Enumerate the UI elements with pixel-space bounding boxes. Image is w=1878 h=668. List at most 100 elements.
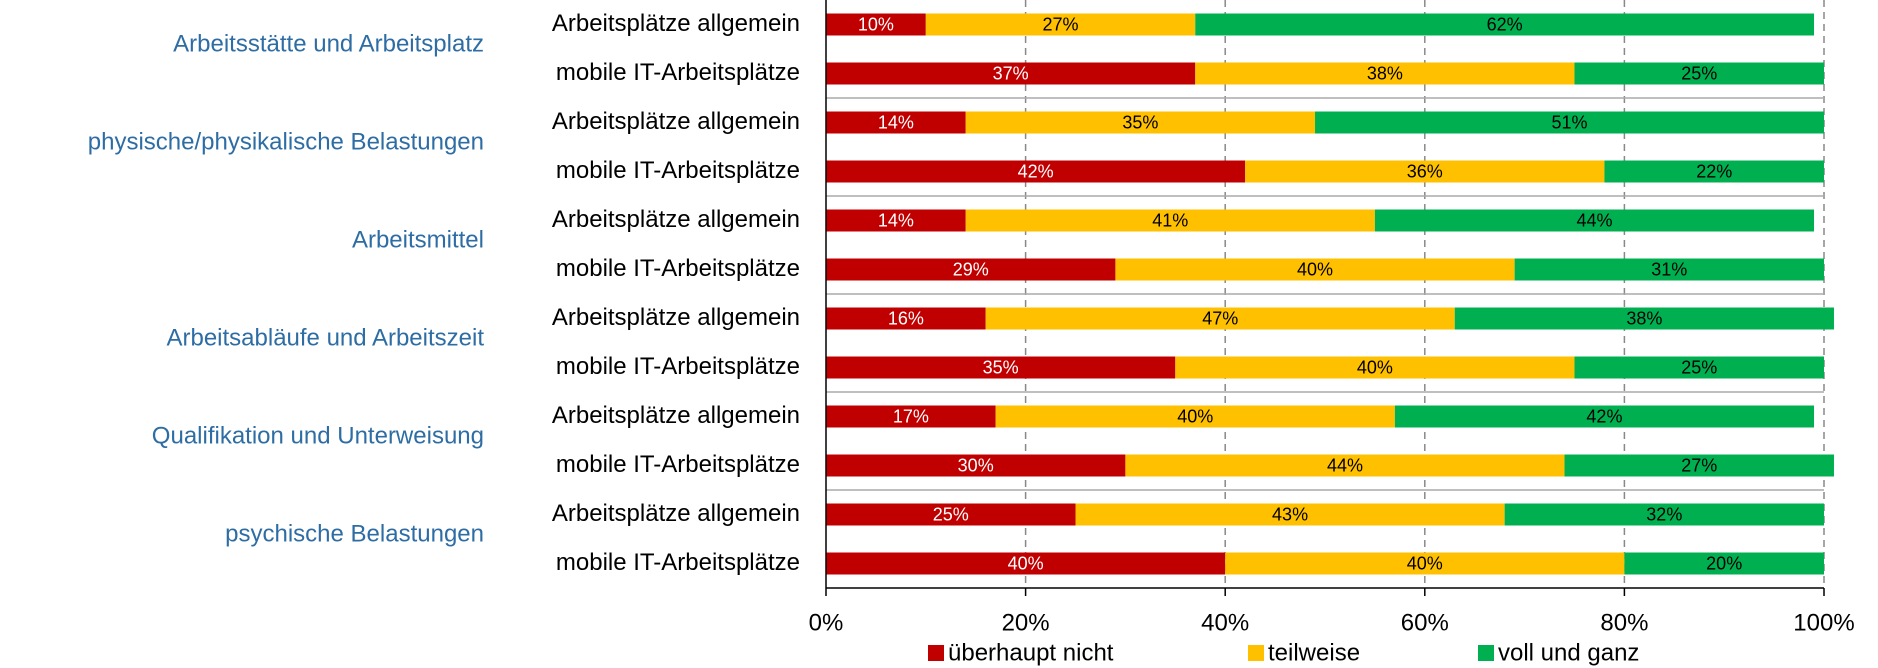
category-label: Arbeitsplätze allgemein <box>552 10 800 37</box>
value-label: 41% <box>1152 210 1188 230</box>
bar-segment <box>1574 356 1824 379</box>
x-tick-label: 20% <box>1002 609 1050 636</box>
x-tick-label: 80% <box>1600 609 1648 636</box>
value-label: 38% <box>1367 63 1403 83</box>
value-label: 40% <box>1008 553 1044 573</box>
bar-segment <box>1564 454 1834 477</box>
value-label: 29% <box>953 259 989 279</box>
legend-swatch <box>1478 645 1494 661</box>
category-label: mobile IT-Arbeitsplätze <box>556 157 800 184</box>
bar-segment <box>826 405 996 428</box>
value-label: 32% <box>1646 504 1682 524</box>
x-tick-label: 40% <box>1201 609 1249 636</box>
bar-segment <box>826 552 1226 575</box>
bar-segment <box>826 258 1116 281</box>
bar-segment <box>985 307 1455 330</box>
bar-segment <box>826 209 966 232</box>
value-label: 10% <box>858 14 894 34</box>
category-label: Arbeitsplätze allgemein <box>552 402 800 429</box>
bar-segment <box>826 454 1126 477</box>
category-label: mobile IT-Arbeitsplätze <box>556 255 800 282</box>
group-label: Arbeitsstätte und Arbeitsplatz <box>173 30 484 57</box>
group-label: Arbeitsmittel <box>352 226 484 253</box>
value-label: 27% <box>1043 14 1079 34</box>
category-label: Arbeitsplätze allgemein <box>552 206 800 233</box>
legend-swatch <box>928 645 944 661</box>
legend-label: voll und ganz <box>1498 639 1639 666</box>
value-label: 47% <box>1202 308 1238 328</box>
value-label: 62% <box>1487 14 1523 34</box>
value-label: 20% <box>1706 553 1742 573</box>
bar-segment <box>1574 62 1824 85</box>
bar-segment <box>1504 503 1824 526</box>
bar-segment <box>1604 160 1824 183</box>
bar-segment <box>1175 356 1575 379</box>
value-label: 42% <box>1018 161 1054 181</box>
bar-segment <box>826 356 1176 379</box>
bar-segment <box>826 13 926 36</box>
category-label: mobile IT-Arbeitsplätze <box>556 353 800 380</box>
bar-segment <box>1075 503 1505 526</box>
value-label: 37% <box>993 63 1029 83</box>
value-label: 43% <box>1272 504 1308 524</box>
value-label: 27% <box>1681 455 1717 475</box>
value-label: 25% <box>1681 63 1717 83</box>
value-label: 17% <box>893 406 929 426</box>
bar-segment <box>1115 258 1515 281</box>
category-label: mobile IT-Arbeitsplätze <box>556 549 800 576</box>
value-label: 40% <box>1407 553 1443 573</box>
legend-label: teilweise <box>1268 639 1360 666</box>
bar-segment <box>1225 552 1625 575</box>
value-label: 30% <box>958 455 994 475</box>
bar-segment <box>1374 209 1815 232</box>
value-label: 25% <box>1681 357 1717 377</box>
bar-segment <box>826 62 1196 85</box>
bar-segment <box>1624 552 1824 575</box>
value-label: 42% <box>1586 406 1622 426</box>
value-label: 40% <box>1297 259 1333 279</box>
value-label: 31% <box>1651 259 1687 279</box>
bar-segment <box>965 209 1375 232</box>
value-label: 38% <box>1626 308 1662 328</box>
value-label: 40% <box>1177 406 1213 426</box>
value-label: 51% <box>1551 112 1587 132</box>
bar-segment <box>1245 160 1605 183</box>
group-label: physische/physikalische Belastungen <box>88 128 484 155</box>
value-label: 44% <box>1576 210 1612 230</box>
bar-segment <box>826 160 1246 183</box>
bar-segment <box>1514 258 1824 281</box>
bar-segment <box>965 111 1316 134</box>
bar-segment <box>826 111 966 134</box>
category-label: mobile IT-Arbeitsplätze <box>556 451 800 478</box>
value-label: 35% <box>1122 112 1158 132</box>
x-tick-label: 0% <box>809 609 844 636</box>
value-label: 14% <box>878 210 914 230</box>
category-label: Arbeitsplätze allgemein <box>552 500 800 527</box>
value-label: 16% <box>888 308 924 328</box>
bar-segment <box>826 503 1076 526</box>
bar-segment <box>1125 454 1565 477</box>
bar-segment <box>925 13 1196 36</box>
value-label: 35% <box>983 357 1019 377</box>
bar-segment <box>1454 307 1834 330</box>
legend-label: überhaupt nicht <box>948 639 1114 666</box>
bar-segment <box>1195 62 1575 85</box>
bar-segment <box>826 307 986 330</box>
value-label: 25% <box>933 504 969 524</box>
category-label: Arbeitsplätze allgemein <box>552 304 800 331</box>
x-tick-label: 100% <box>1793 609 1854 636</box>
value-label: 22% <box>1696 161 1732 181</box>
group-label: psychische Belastungen <box>225 520 484 547</box>
bar-segment <box>1394 405 1815 428</box>
value-label: 44% <box>1327 455 1363 475</box>
value-label: 40% <box>1357 357 1393 377</box>
category-label: Arbeitsplätze allgemein <box>552 108 800 135</box>
value-label: 14% <box>878 112 914 132</box>
x-tick-label: 60% <box>1401 609 1449 636</box>
legend-swatch <box>1248 645 1264 661</box>
bar-segment <box>1195 13 1815 36</box>
bar-segment <box>995 405 1395 428</box>
group-label: Qualifikation und Unterweisung <box>152 422 484 449</box>
group-label: Arbeitsabläufe und Arbeitszeit <box>166 324 484 351</box>
